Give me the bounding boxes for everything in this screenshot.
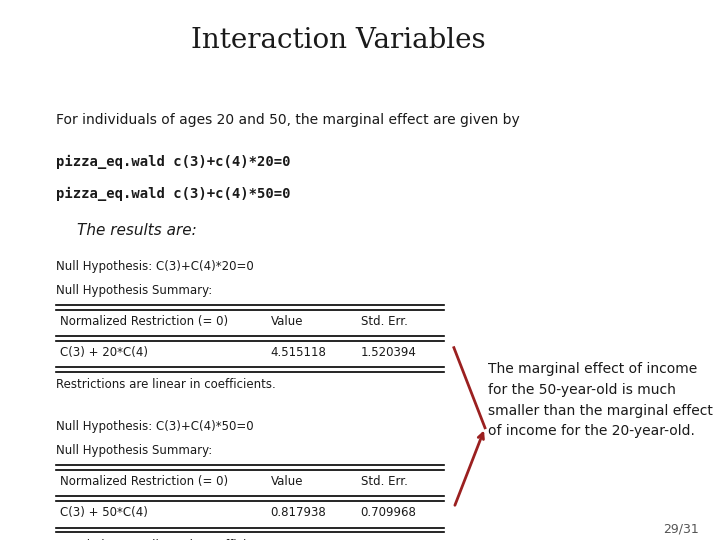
- Text: For individuals of ages 20 and 50, the marginal effect are given by: For individuals of ages 20 and 50, the m…: [56, 113, 520, 127]
- Text: Restrictions are linear in coefficients.: Restrictions are linear in coefficients.: [56, 379, 276, 392]
- Text: Interaction Variables: Interaction Variables: [191, 27, 486, 54]
- Text: pizza_eq.wald c(3)+c(4)*20=0: pizza_eq.wald c(3)+c(4)*20=0: [56, 154, 291, 168]
- Text: The results are:: The results are:: [77, 224, 197, 238]
- Text: 7: 7: [677, 26, 698, 55]
- Text: Normalized Restriction (= 0): Normalized Restriction (= 0): [60, 315, 228, 328]
- Text: 1.520394: 1.520394: [361, 346, 416, 359]
- Text: C(3) + 50*C(4): C(3) + 50*C(4): [60, 507, 148, 519]
- Text: The marginal effect of income
for the 50-year-old is much
smaller than the margi: The marginal effect of income for the 50…: [488, 362, 714, 438]
- Text: 4.515118: 4.515118: [271, 346, 327, 359]
- Text: Null Hypothesis: C(3)+C(4)*50=0: Null Hypothesis: C(3)+C(4)*50=0: [56, 420, 254, 433]
- Text: pizza_eq.wald c(3)+c(4)*50=0: pizza_eq.wald c(3)+c(4)*50=0: [56, 186, 291, 201]
- Text: Value: Value: [271, 315, 303, 328]
- Text: Null Hypothesis Summary:: Null Hypothesis Summary:: [56, 444, 212, 457]
- Text: C(3) + 20*C(4): C(3) + 20*C(4): [60, 346, 148, 359]
- Text: Std. Err.: Std. Err.: [361, 475, 408, 488]
- Text: Value: Value: [271, 475, 303, 488]
- Text: Restrictions are linear in coefficients.: Restrictions are linear in coefficients.: [56, 538, 276, 540]
- Text: 0.817938: 0.817938: [271, 507, 326, 519]
- Text: 0.709968: 0.709968: [361, 507, 416, 519]
- Text: Normalized Restriction (= 0): Normalized Restriction (= 0): [60, 475, 228, 488]
- Text: Std. Err.: Std. Err.: [361, 315, 408, 328]
- Text: 29/31: 29/31: [664, 522, 699, 536]
- Text: Null Hypothesis Summary:: Null Hypothesis Summary:: [56, 284, 212, 297]
- Text: Null Hypothesis: C(3)+C(4)*20=0: Null Hypothesis: C(3)+C(4)*20=0: [56, 260, 254, 273]
